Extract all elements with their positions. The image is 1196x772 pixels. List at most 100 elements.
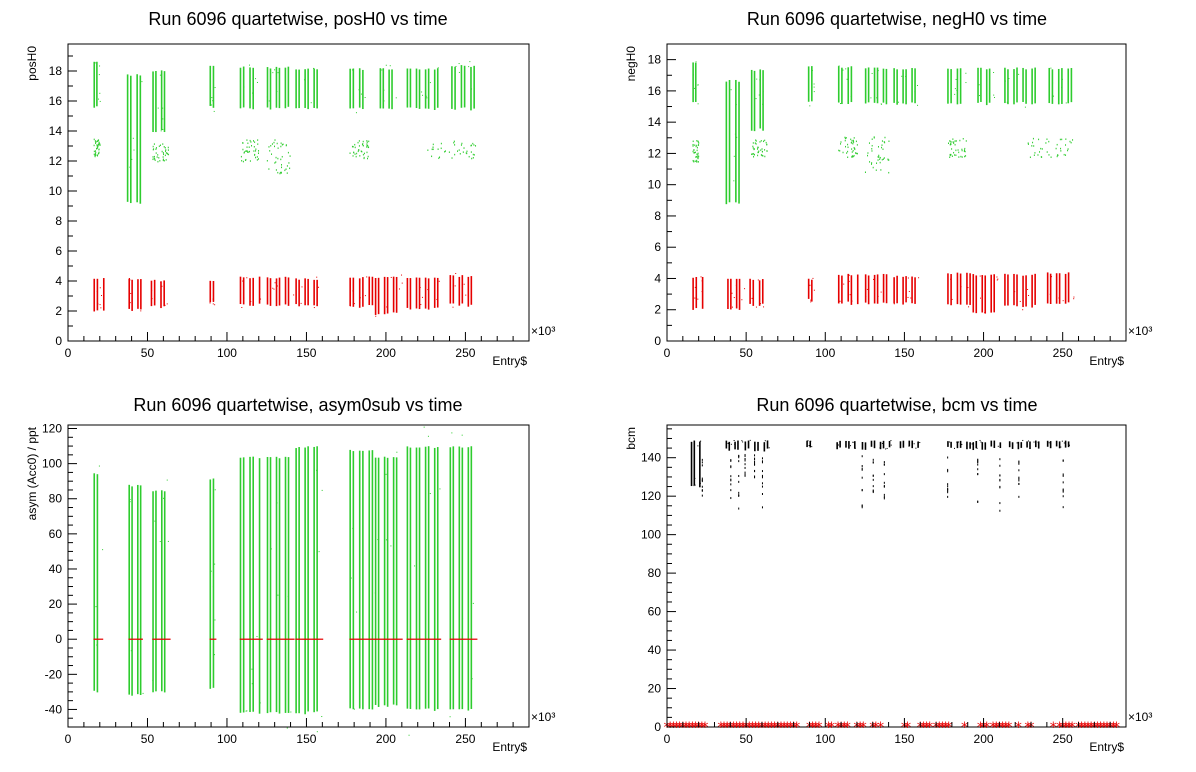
data-strip — [424, 446, 427, 709]
data-point — [132, 137, 134, 139]
data-point — [881, 140, 883, 142]
data-point — [861, 455, 863, 458]
data-point — [450, 638, 452, 640]
data-point — [214, 304, 216, 306]
data-strip — [131, 279, 133, 311]
data-point — [241, 307, 243, 309]
data-strip — [316, 446, 318, 712]
data-point — [271, 153, 273, 155]
data-point — [211, 638, 213, 640]
data-strip — [841, 275, 843, 304]
data-point — [473, 154, 475, 156]
data-strip — [980, 67, 982, 102]
data-point — [94, 152, 96, 155]
data-point — [240, 638, 242, 640]
data-point — [916, 84, 918, 86]
data-point — [695, 145, 697, 148]
x-tick-label: 150 — [296, 732, 316, 746]
data-point — [214, 619, 216, 621]
data-point — [1034, 72, 1036, 74]
data-point — [128, 638, 130, 640]
data-point — [694, 297, 696, 299]
data-point — [359, 72, 361, 74]
data-point — [98, 152, 100, 154]
data-point — [375, 315, 377, 317]
data-point — [758, 94, 760, 96]
data-point — [253, 140, 255, 142]
data-point — [259, 638, 261, 640]
data-point — [1048, 140, 1050, 143]
data-strip — [969, 442, 971, 449]
data-point — [102, 549, 104, 551]
y-tick-label: 120 — [641, 489, 661, 503]
data-point — [839, 103, 841, 105]
data-point — [129, 279, 131, 281]
data-point — [290, 638, 292, 640]
data-point — [151, 290, 153, 292]
data-point — [741, 299, 743, 301]
data-point — [274, 145, 276, 148]
data-strip — [298, 279, 300, 307]
data-strip — [160, 281, 162, 309]
data-point — [95, 141, 97, 143]
data-strip — [153, 279, 156, 306]
data-point — [766, 143, 768, 146]
data-point — [99, 304, 101, 306]
data-point — [438, 157, 440, 160]
data-point — [246, 139, 248, 141]
data-point — [157, 107, 159, 109]
data-point — [301, 638, 304, 640]
data-point — [472, 638, 474, 640]
data-point — [1018, 460, 1020, 463]
data-strip — [763, 442, 766, 452]
data-point — [316, 731, 318, 733]
data-point — [1041, 148, 1043, 150]
data-point — [351, 145, 353, 148]
data-point — [979, 297, 981, 299]
data-point — [359, 155, 361, 157]
data-point — [167, 146, 169, 149]
data-point — [960, 155, 962, 158]
data-point — [167, 149, 169, 151]
data-point — [752, 142, 754, 144]
data-point — [285, 638, 287, 640]
data-point — [845, 145, 847, 148]
data-strip — [307, 446, 309, 712]
data-point — [251, 144, 253, 147]
data-point — [697, 141, 699, 143]
data-marker-star: * — [933, 720, 940, 736]
data-strip — [864, 442, 867, 450]
data-strip — [1064, 273, 1067, 304]
data-point — [451, 638, 453, 640]
data-strip — [754, 441, 756, 452]
y-axis-label: bcm — [624, 427, 638, 450]
data-point — [692, 140, 694, 143]
data-point — [999, 485, 1001, 488]
data-point — [844, 137, 846, 140]
data-point — [272, 638, 274, 640]
data-point — [692, 143, 694, 146]
data-point — [285, 144, 287, 146]
data-point — [472, 142, 474, 145]
data-point — [243, 638, 245, 640]
data-strip — [750, 69, 753, 131]
data-marker-star: * — [733, 720, 740, 736]
data-point — [1031, 145, 1033, 147]
data-point — [277, 171, 279, 174]
data-strip — [911, 276, 913, 304]
data-point — [129, 278, 131, 280]
data-strip — [990, 274, 993, 313]
data-point — [888, 171, 890, 174]
x-tick-label: 150 — [894, 732, 914, 746]
data-strip — [242, 277, 245, 305]
data-point — [1060, 446, 1062, 448]
data-marker-star: * — [1075, 720, 1082, 736]
data-point — [136, 638, 138, 640]
data-point — [876, 97, 878, 99]
data-point — [372, 638, 374, 640]
data-point — [475, 638, 477, 640]
data-point — [363, 638, 365, 640]
data-point — [1060, 147, 1062, 150]
data-point — [956, 89, 958, 91]
data-strip — [850, 66, 853, 103]
